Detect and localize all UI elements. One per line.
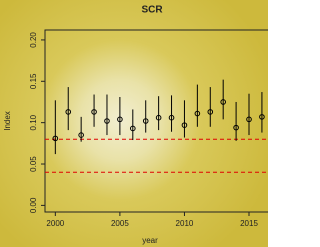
screenshot: SCR year Index 0.00 0.05 0.10 0.15 0.20 2000 2… [0,0,268,247]
chart-title: SCR [141,5,163,16]
y-tick-label: 0.15 [29,73,38,89]
plot-box [45,30,268,212]
y-tick-label: 0.20 [29,32,38,48]
x-tick-label: 2015 [240,219,258,228]
y-tick-label: 0.05 [29,156,38,172]
x-tick-label: 2010 [176,219,194,228]
y-tick-label: 0.00 [29,197,38,213]
x-axis-label: year [142,236,158,245]
x-tick-label: 2005 [111,219,129,228]
chart: SCR year Index 0.00 0.05 0.10 0.15 0.20 2000 2… [0,0,268,247]
y-axis-label: Index [3,111,12,131]
y-tick-label: 0.10 [29,114,38,130]
x-tick-label: 2000 [46,219,64,228]
